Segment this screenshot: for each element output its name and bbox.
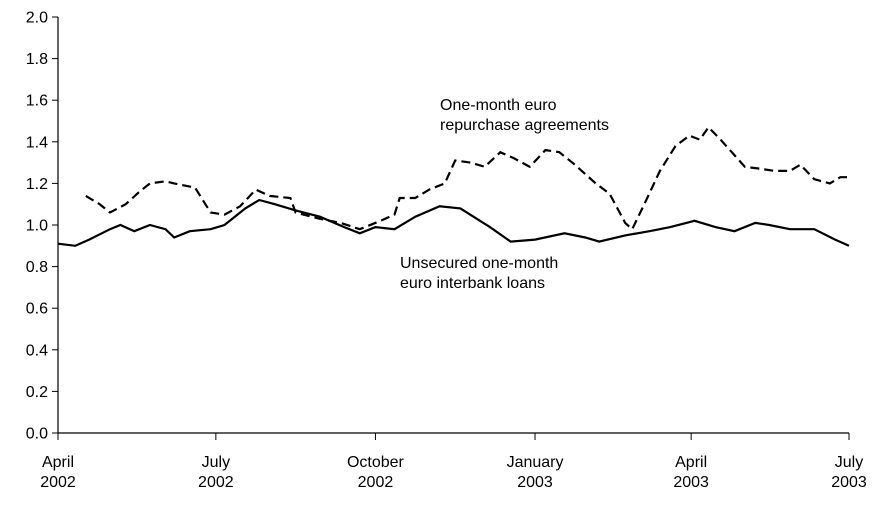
x-tick-label: July 2002 [198,454,234,491]
x-tick-label: April 2003 [673,454,709,491]
y-tick-label: 1.8 [26,51,48,68]
y-tick-label: 0.4 [26,342,48,359]
x-tick-label: July 2003 [831,454,867,491]
y-tick-label: 1.6 [26,93,48,110]
y-tick-label: 0.6 [26,301,48,318]
y-tick-label: 0.8 [26,259,48,276]
x-tick-label: October 2002 [347,454,405,491]
y-tick-label: 0.2 [26,384,48,401]
y-tick-label: 1.0 [26,218,48,235]
series-label: Unsecured one-month euro interbank loans [400,255,558,292]
x-tick-label: January 2003 [507,454,564,491]
series-line [85,125,849,231]
y-tick-label: 1.2 [26,176,48,193]
y-tick-label: 0.0 [26,426,48,443]
y-tick-label: 2.0 [26,10,48,27]
y-tick-label: 1.4 [26,134,48,151]
x-tick-label: April 2002 [40,454,76,491]
series-label: One-month euro repurchase agreements [440,97,609,134]
series-line [57,198,850,247]
